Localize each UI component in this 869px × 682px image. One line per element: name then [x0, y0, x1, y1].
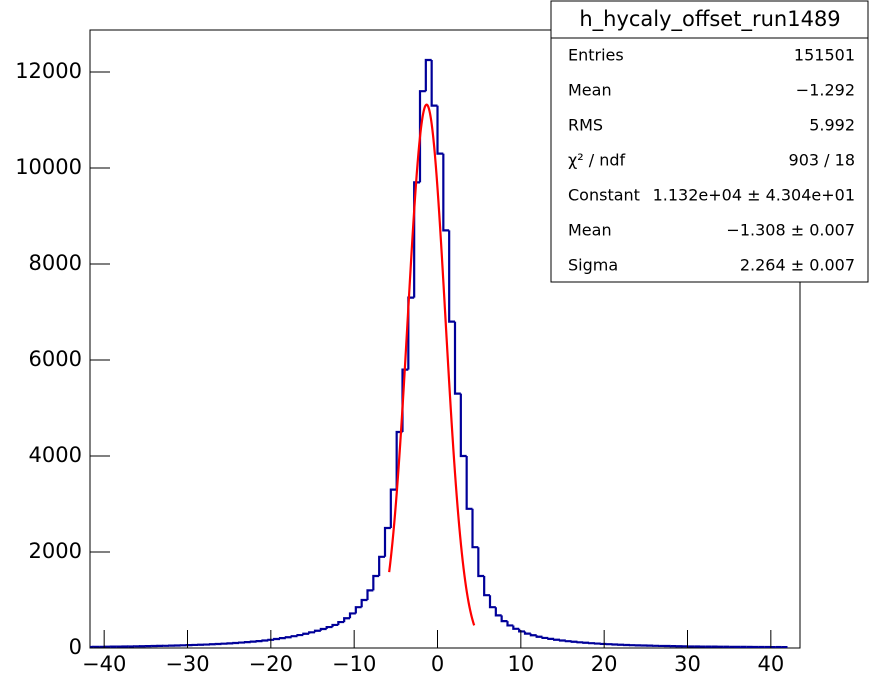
histogram-bin [547, 637, 555, 640]
x-tick-label: 20 [591, 652, 618, 676]
x-tick-label: −30 [165, 652, 209, 676]
histogram-bin [430, 60, 438, 107]
histogram-bin [261, 639, 269, 642]
histogram-bin [500, 615, 508, 623]
histogram-bin [483, 576, 490, 597]
histogram-bin [564, 640, 572, 643]
histogram-bin [553, 638, 560, 641]
histogram-bin [477, 547, 485, 578]
histogram-bin [267, 638, 275, 641]
histogram-bin [418, 90, 426, 183]
histogram-bin [471, 508, 479, 549]
histogram-bin [313, 629, 321, 633]
histogram-bin [576, 641, 584, 644]
histogram-bin [570, 640, 578, 643]
histogram-bin [558, 639, 566, 642]
histogram-bin [290, 635, 298, 638]
histogram-bin [372, 574, 380, 591]
histogram-bin [90, 645, 94, 648]
stat-label: Entries [568, 46, 624, 65]
histogram-bin [535, 635, 543, 638]
histogram-bin [302, 632, 310, 636]
histogram-bin [523, 631, 531, 635]
fit-curve [388, 103, 476, 626]
stat-value: 1.132e+04 ± 4.304e+01 [653, 186, 855, 205]
histogram-bin [518, 628, 525, 633]
histogram-bin [337, 620, 345, 625]
y-tick-label: 10000 [15, 155, 82, 179]
histogram-bin [273, 637, 280, 641]
x-tick-label: 10 [507, 652, 534, 676]
stat-label: χ² / ndf [568, 151, 626, 170]
stat-value: 151501 [794, 46, 855, 65]
histogram-bin [308, 631, 315, 634]
histogram-bin [354, 606, 362, 614]
histogram-bin [249, 640, 257, 643]
stat-label: Constant [568, 186, 640, 205]
histogram-bin [442, 153, 450, 232]
histogram-bin [506, 621, 514, 627]
histogram-bin [255, 639, 263, 643]
stat-label: Mean [568, 221, 612, 240]
y-tick-label: 6000 [29, 347, 82, 371]
histogram-bin [278, 637, 286, 640]
hist-title: h_hycaly_offset_run1489 [579, 7, 840, 32]
stat-label: Sigma [568, 256, 618, 275]
stat-value: 903 / 18 [789, 151, 855, 170]
histogram-bin [459, 393, 467, 458]
stats-rows: Entries 151501 Mean −1.292 RMS 5.992 χ² / ndf 9… [568, 46, 855, 275]
stats-box [550, 0, 869, 283]
stat-label: Mean [568, 81, 612, 100]
y-tick-label: 4000 [29, 443, 82, 467]
plot-area [90, 58, 788, 648]
x-tick-label: −10 [332, 652, 376, 676]
histogram-bin [424, 58, 432, 92]
x-tick-label: 40 [757, 652, 784, 676]
stat-value: −1.308 ± 0.007 [726, 221, 855, 240]
x-tick-label: −40 [82, 652, 126, 676]
y-tick-label: 0 [69, 635, 82, 659]
histogram-bin [343, 617, 350, 623]
histogram-bin [325, 625, 333, 629]
y-tick-label: 2000 [29, 539, 82, 563]
histogram-bin [348, 612, 356, 619]
histogram-bin [383, 526, 391, 557]
histogram-bin [331, 623, 339, 628]
y-tick-label: 12000 [15, 59, 82, 83]
x-tick-label: 0 [431, 652, 444, 676]
histogram-bin [296, 633, 304, 637]
histogram-bin [541, 636, 549, 640]
axes: −40 −30 −20 −10 0 10 20 30 40 0 2000 4000 6000 8000 10… [15, 59, 784, 676]
histogram-bin [436, 105, 444, 155]
x-tick-label: 30 [674, 652, 701, 676]
x-tick-label: −20 [249, 652, 293, 676]
histogram-bin [494, 607, 502, 617]
histogram-bin [284, 636, 292, 639]
histogram-bin [360, 598, 368, 608]
stat-value: 5.992 [809, 116, 855, 135]
stat-label: RMS [568, 116, 603, 135]
histogram-bin [529, 633, 537, 637]
histogram-bin [465, 456, 473, 510]
histogram-bin [488, 595, 496, 609]
histogram-bin [319, 627, 327, 631]
histogram-bin [512, 625, 520, 630]
histogram-bin [453, 321, 461, 395]
histogram-bin [448, 230, 455, 323]
stat-value: −1.292 [796, 81, 855, 100]
y-tick-label: 8000 [29, 251, 82, 275]
histogram-bin [389, 488, 397, 528]
histogram-bin [366, 589, 374, 600]
histogram-bin [413, 181, 420, 298]
stat-value: 2.264 ± 0.007 [740, 256, 855, 275]
plot-frame [89, 29, 801, 649]
histogram-bin [378, 555, 385, 576]
